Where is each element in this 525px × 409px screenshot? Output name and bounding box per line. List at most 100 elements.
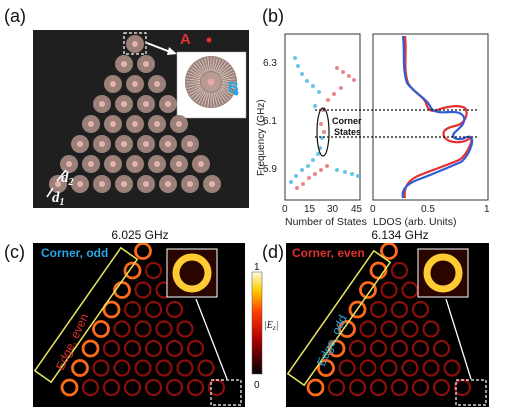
site-b-dot [233, 90, 239, 96]
panel-d-title: 6.134 GHz [371, 228, 429, 242]
field-ring [369, 300, 388, 319]
field-ring [123, 261, 142, 280]
field-ring [390, 300, 409, 319]
panel-d-field-map: Edge, odd Corner, even [286, 243, 489, 407]
state-point [289, 180, 293, 184]
field-map-d: Edge, odd Corner, even [286, 243, 487, 406]
d2-label: d2 [61, 170, 74, 188]
colorbar-gradient [251, 271, 263, 375]
field-ring [92, 320, 110, 338]
d1-arrow [46, 187, 54, 198]
colorbar-min: 0 [254, 380, 260, 391]
field-ring [144, 378, 163, 397]
states-plot-frame [284, 33, 361, 201]
panel-a-lattice: A B d2 d1 [33, 30, 249, 208]
lattice-disks [49, 35, 221, 193]
corner-text-c: Corner, odd [41, 246, 108, 260]
field-ring [113, 281, 131, 299]
edge-box-c [33, 246, 139, 384]
field-ring [443, 359, 461, 377]
panel-b-label: (b) [262, 6, 284, 26]
state-point [316, 152, 320, 156]
ldos-xtick-0: 0 [370, 204, 376, 215]
state-point [317, 90, 321, 94]
zoom-ring-c [172, 253, 212, 293]
field-ring [327, 378, 346, 397]
field-ring [401, 320, 419, 338]
ytick-6-1: 6.1 [263, 116, 277, 127]
field-ring [155, 320, 173, 338]
field-map-c: Edge, even Corner, odd [33, 243, 242, 406]
state-point [332, 92, 336, 96]
colorbar-label: |Ez| [264, 320, 278, 332]
state-point [313, 104, 317, 108]
state-point [335, 66, 339, 70]
field-ring [134, 359, 152, 377]
field-ring [380, 359, 398, 377]
field-ring [348, 378, 367, 397]
field-ring [113, 359, 131, 377]
state-point [319, 168, 323, 172]
d1-label: d1 [52, 190, 65, 208]
inset-label-a: A [180, 31, 191, 48]
field-ring [359, 320, 377, 338]
ldos-plot-frame [372, 33, 489, 201]
edge-box-d [286, 249, 392, 387]
state-point [319, 122, 323, 126]
colorbar: 1 0 |Ez| [251, 262, 278, 391]
field-ring [165, 339, 184, 358]
field-ring [197, 359, 215, 377]
field-ring [380, 243, 398, 260]
state-point [339, 86, 343, 90]
state-point [294, 174, 298, 178]
field-ring [411, 339, 430, 358]
corner-states-ellipse [316, 107, 330, 157]
state-point [311, 158, 315, 162]
field-ring [411, 378, 430, 397]
xtick-15: 15 [304, 204, 316, 215]
field-ring [186, 339, 205, 358]
field-ring [113, 320, 131, 338]
field-ring [390, 339, 409, 358]
state-point [293, 56, 297, 60]
field-ring [338, 359, 356, 377]
frequency-ylabel: Frequency (GHz) [256, 99, 267, 176]
ldos-xtick-1: 1 [484, 204, 490, 215]
panel-a-label: (a) [4, 6, 26, 26]
field-ring [359, 281, 377, 299]
field-ring [134, 320, 152, 338]
field-ring [401, 281, 419, 299]
field-ring [123, 339, 142, 358]
panel-c-field-map: Edge, even Corner, odd [33, 243, 245, 407]
zoom-arrow-d [445, 298, 472, 380]
xtick-45: 45 [351, 204, 363, 215]
field-ring [102, 378, 121, 397]
state-point [326, 98, 330, 102]
field-ring [176, 359, 194, 377]
zoom-arrow-c [195, 298, 228, 380]
state-point [313, 172, 317, 176]
field-ring [380, 320, 398, 338]
field-ring [92, 359, 110, 377]
top-corner-box [123, 32, 147, 55]
field-ring [432, 339, 451, 358]
ldos-xtick-05: 0.5 [421, 204, 435, 215]
field-ring [338, 320, 356, 338]
state-point [356, 174, 360, 178]
zoom-ring-d [423, 253, 463, 293]
field-ring [422, 359, 440, 377]
field-ring [317, 359, 335, 377]
field-ring [390, 378, 409, 397]
panel-c-title: 6.025 GHz [111, 228, 169, 242]
field-ring [60, 378, 79, 397]
inset-unit-cell [176, 37, 247, 119]
state-point [307, 176, 311, 180]
ldos-blue-curve [401, 35, 474, 199]
field-ring [123, 300, 142, 319]
ytick-5-9: 5.9 [263, 164, 277, 175]
state-point [335, 168, 339, 172]
field-ring [176, 320, 194, 338]
panel-d-label: (d) [262, 242, 284, 262]
field-ring [81, 339, 100, 358]
corner-states-line2: States [334, 127, 361, 137]
